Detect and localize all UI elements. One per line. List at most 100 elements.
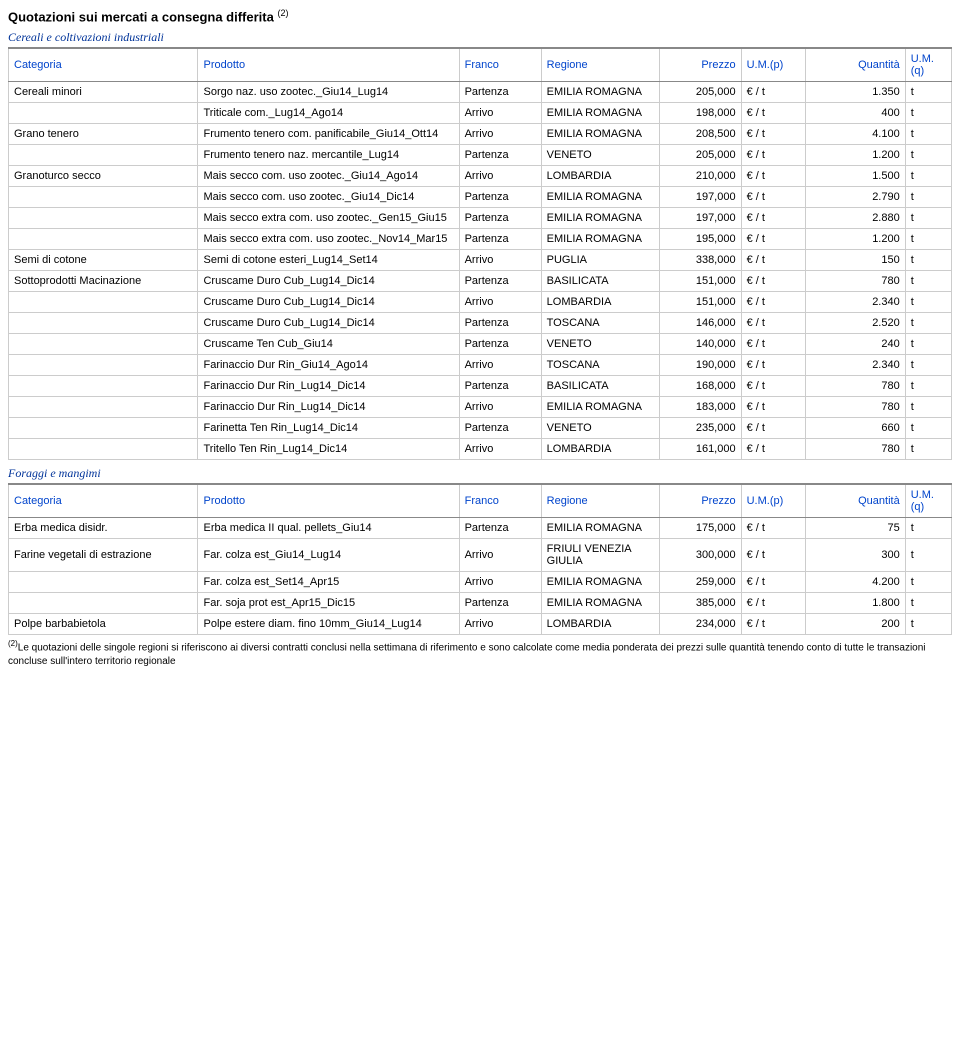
table-cell: Arrivo: [459, 250, 541, 271]
col-header: Quantità: [805, 48, 905, 82]
table-cell: 1.500: [805, 166, 905, 187]
table-cell: Cereali minori: [9, 82, 198, 103]
table-cell: € / t: [741, 593, 805, 614]
table-cell: 210,000: [659, 166, 741, 187]
table-cell: € / t: [741, 187, 805, 208]
table-cell: 240: [805, 334, 905, 355]
col-header: U.M.(p): [741, 484, 805, 518]
footnote-text: Le quotazioni delle singole regioni si r…: [8, 643, 926, 667]
table-cell: Partenza: [459, 313, 541, 334]
table-cell: EMILIA ROMAGNA: [541, 187, 659, 208]
table-cell: 151,000: [659, 271, 741, 292]
table-cell: Partenza: [459, 229, 541, 250]
table-row: Farinetta Ten Rin_Lug14_Dic14PartenzaVEN…: [9, 418, 952, 439]
table-cell: t: [905, 334, 951, 355]
table-cell: 140,000: [659, 334, 741, 355]
table-cell: 338,000: [659, 250, 741, 271]
table-cell: EMILIA ROMAGNA: [541, 593, 659, 614]
table-cell: VENETO: [541, 145, 659, 166]
table-cell: € / t: [741, 208, 805, 229]
table-cell: € / t: [741, 124, 805, 145]
table-cell: [9, 334, 198, 355]
table-cell: [9, 229, 198, 250]
table-cell: Sorgo naz. uso zootec._Giu14_Lug14: [198, 82, 459, 103]
table-cell: 780: [805, 271, 905, 292]
col-header: Regione: [541, 48, 659, 82]
table-cell: Far. colza est_Set14_Apr15: [198, 572, 459, 593]
table-cell: 780: [805, 397, 905, 418]
table-cell: [9, 572, 198, 593]
table-cell: EMILIA ROMAGNA: [541, 397, 659, 418]
table-cell: [9, 355, 198, 376]
table-cell: t: [905, 518, 951, 539]
col-header: Prezzo: [659, 48, 741, 82]
table-row: Mais secco extra com. uso zootec._Nov14_…: [9, 229, 952, 250]
table-cell: € / t: [741, 418, 805, 439]
table-cell: LOMBARDIA: [541, 292, 659, 313]
table-cell: Arrivo: [459, 614, 541, 635]
table-row: Polpe barbabietolaPolpe estere diam. fin…: [9, 614, 952, 635]
table-cell: t: [905, 82, 951, 103]
table-cell: € / t: [741, 614, 805, 635]
table-cell: Farine vegetali di estrazione: [9, 539, 198, 572]
table-cell: Mais secco com. uso zootec._Giu14_Ago14: [198, 166, 459, 187]
table-cell: 400: [805, 103, 905, 124]
table-cell: € / t: [741, 313, 805, 334]
table-cell: 183,000: [659, 397, 741, 418]
table-cell: 4.200: [805, 572, 905, 593]
table-cell: [9, 376, 198, 397]
table-cell: t: [905, 397, 951, 418]
table-cell: EMILIA ROMAGNA: [541, 124, 659, 145]
table-cell: Semi di cotone: [9, 250, 198, 271]
table-cell: € / t: [741, 166, 805, 187]
table-cell: Cruscame Duro Cub_Lug14_Dic14: [198, 313, 459, 334]
table-cell: EMILIA ROMAGNA: [541, 82, 659, 103]
table-cell: 151,000: [659, 292, 741, 313]
table-cell: [9, 439, 198, 460]
table-row: Cruscame Duro Cub_Lug14_Dic14ArrivoLOMBA…: [9, 292, 952, 313]
table-cell: Erba medica disidr.: [9, 518, 198, 539]
table-cell: € / t: [741, 355, 805, 376]
table-cell: Grano tenero: [9, 124, 198, 145]
table-cell: t: [905, 124, 951, 145]
table-cell: Cruscame Ten Cub_Giu14: [198, 334, 459, 355]
table-cell: Partenza: [459, 593, 541, 614]
table-cell: Mais secco com. uso zootec._Giu14_Dic14: [198, 187, 459, 208]
table-cell: 161,000: [659, 439, 741, 460]
table-cell: t: [905, 313, 951, 334]
table-cell: Arrivo: [459, 292, 541, 313]
table-cell: BASILICATA: [541, 271, 659, 292]
doc-title-sup: (2): [277, 8, 288, 18]
table-cell: 200: [805, 614, 905, 635]
table-cell: Triticale com._Lug14_Ago14: [198, 103, 459, 124]
table-row: Erba medica disidr.Erba medica II qual. …: [9, 518, 952, 539]
table-cell: Far. colza est_Giu14_Lug14: [198, 539, 459, 572]
table-cell: € / t: [741, 539, 805, 572]
table-cell: TOSCANA: [541, 313, 659, 334]
table-cell: 205,000: [659, 145, 741, 166]
col-header: U.M.(q): [905, 484, 951, 518]
table-cell: 1.350: [805, 82, 905, 103]
table-cell: € / t: [741, 271, 805, 292]
table-cell: [9, 593, 198, 614]
table-cell: [9, 187, 198, 208]
table-cell: [9, 208, 198, 229]
table-cell: 195,000: [659, 229, 741, 250]
table-cell: € / t: [741, 334, 805, 355]
section-title: Cereali e coltivazioni industriali: [8, 30, 952, 45]
table-cell: 235,000: [659, 418, 741, 439]
table-cell: Arrivo: [459, 397, 541, 418]
table-cell: FRIULI VENEZIA GIULIA: [541, 539, 659, 572]
table-cell: Farinaccio Dur Rin_Lug14_Dic14: [198, 376, 459, 397]
table-cell: € / t: [741, 518, 805, 539]
table-cell: Arrivo: [459, 124, 541, 145]
table-row: Frumento tenero naz. mercantile_Lug14Par…: [9, 145, 952, 166]
table-cell: Sottoprodotti Macinazione: [9, 271, 198, 292]
table-row: Granoturco seccoMais secco com. uso zoot…: [9, 166, 952, 187]
table-cell: 1.200: [805, 145, 905, 166]
table-cell: Granoturco secco: [9, 166, 198, 187]
table-cell: t: [905, 187, 951, 208]
table-cell: Farinetta Ten Rin_Lug14_Dic14: [198, 418, 459, 439]
table-cell: Cruscame Duro Cub_Lug14_Dic14: [198, 271, 459, 292]
table-cell: [9, 292, 198, 313]
